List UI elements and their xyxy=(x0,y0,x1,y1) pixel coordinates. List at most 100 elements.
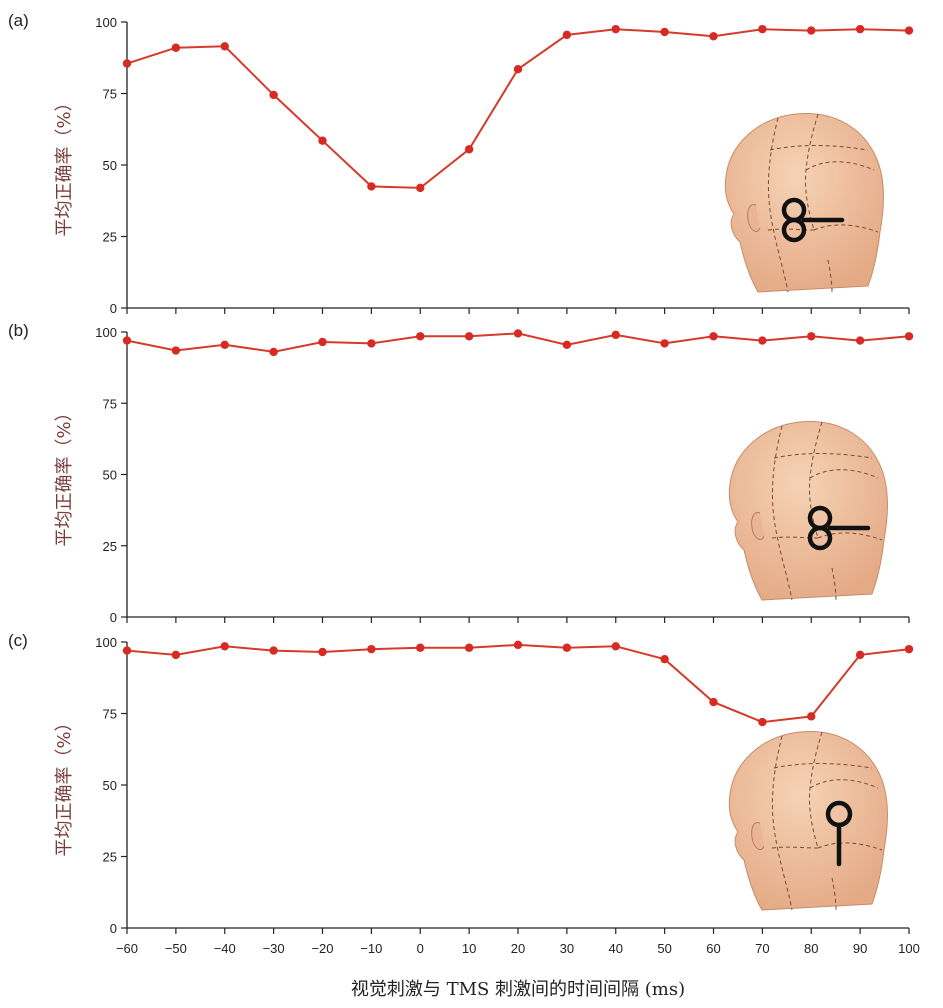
head-coil-illustration xyxy=(728,420,888,601)
panel-c: (c) 平均正确率（%） 0 25 50 75 100 −60 −50 −40 −30 −20 −10 0… xyxy=(8,631,920,956)
x-tick-label: 0 xyxy=(417,941,424,956)
panel-label: (b) xyxy=(8,321,29,340)
y-tick-label: 100 xyxy=(95,15,117,30)
data-point xyxy=(269,90,278,100)
series-line xyxy=(126,643,910,724)
y-axis-title: 平均正确率（%） xyxy=(54,93,75,236)
data-point xyxy=(562,30,572,40)
y-tick-label: 75 xyxy=(103,707,117,722)
data-point xyxy=(807,712,816,721)
x-tick-label: 70 xyxy=(755,941,769,956)
panel-label: (a) xyxy=(8,11,29,30)
data-point xyxy=(758,24,767,34)
data-point xyxy=(269,646,278,655)
y-tick-label: 0 xyxy=(110,301,117,316)
data-point xyxy=(611,642,620,651)
data-point xyxy=(171,43,181,52)
x-tick-label: 50 xyxy=(657,941,671,956)
data-point xyxy=(171,650,181,660)
y-tick-label: 50 xyxy=(103,468,117,483)
x-tick-label: −50 xyxy=(165,941,187,956)
data-point xyxy=(807,332,816,341)
data-point xyxy=(416,183,425,193)
data-point xyxy=(464,332,474,341)
data-point xyxy=(855,336,865,345)
x-tick-label: 90 xyxy=(853,941,867,956)
data-point xyxy=(513,64,523,74)
y-tick-label: 25 xyxy=(103,850,117,865)
data-point xyxy=(904,26,914,35)
data-point xyxy=(709,32,718,41)
y-axis-title: 平均正确率（%） xyxy=(54,403,75,546)
x-tick-label: 60 xyxy=(706,941,720,956)
data-point xyxy=(660,339,669,348)
data-point xyxy=(318,337,327,347)
data-point xyxy=(416,643,425,652)
head-icon xyxy=(728,730,888,911)
data-point xyxy=(855,24,865,34)
y-tick-label: 100 xyxy=(95,635,117,650)
y-tick-label: 0 xyxy=(110,610,117,625)
data-point xyxy=(269,347,278,357)
x-tick-label: −10 xyxy=(360,941,382,956)
data-point xyxy=(220,340,229,350)
coil-loop-bottom-icon xyxy=(781,217,807,243)
data-point xyxy=(855,650,865,660)
coil-loop-bottom-icon xyxy=(807,525,833,551)
data-point xyxy=(464,145,474,154)
data-point xyxy=(660,27,669,37)
data-point xyxy=(416,332,425,341)
data-point xyxy=(562,340,572,350)
x-axis-title: 视觉刺激与 TMS 刺激间的时间间隔 (ms) xyxy=(351,979,685,1000)
head-icon xyxy=(724,112,884,293)
data-point xyxy=(709,697,718,707)
data-point xyxy=(611,330,620,340)
data-point xyxy=(122,646,132,655)
data-point xyxy=(904,332,914,341)
data-point xyxy=(513,640,523,650)
y-tick-label: 0 xyxy=(110,921,117,936)
data-point xyxy=(611,24,620,34)
y-tick-label: 75 xyxy=(103,396,117,411)
y-axis-title: 平均正确率（%） xyxy=(54,713,75,856)
data-point xyxy=(464,643,474,652)
data-point xyxy=(904,644,914,654)
x-tick-label: −30 xyxy=(263,941,285,956)
data-point xyxy=(318,136,327,145)
data-point xyxy=(660,654,669,664)
x-tick-label: −20 xyxy=(311,941,333,956)
y-tick-label: 25 xyxy=(103,539,117,554)
x-tick-label: −40 xyxy=(214,941,236,956)
data-point xyxy=(758,336,767,345)
y-tick-label: 75 xyxy=(103,87,117,102)
data-point xyxy=(122,336,132,345)
data-point xyxy=(807,26,816,35)
head-coil-illustration xyxy=(728,730,888,911)
panel-label: (c) xyxy=(8,631,28,650)
panel-a: (a) 平均正确率（%） 0 25 50 75 100 xyxy=(8,11,914,316)
data-point xyxy=(367,339,376,348)
x-tick-label: −60 xyxy=(116,941,138,956)
y-tick-label: 50 xyxy=(103,158,117,173)
data-point xyxy=(709,332,718,341)
y-tick-label: 25 xyxy=(103,230,117,245)
data-point xyxy=(367,182,376,191)
x-tick-label: 10 xyxy=(462,941,476,956)
data-point xyxy=(758,717,767,727)
x-tick-label: 80 xyxy=(804,941,818,956)
data-point xyxy=(513,329,523,338)
data-point xyxy=(122,59,132,68)
head-coil-illustration xyxy=(724,112,884,293)
data-point xyxy=(367,644,376,654)
data-point xyxy=(171,346,181,355)
x-tick-label: 30 xyxy=(560,941,574,956)
data-point xyxy=(562,643,572,652)
data-point xyxy=(220,642,229,651)
data-point xyxy=(220,42,229,51)
data-point xyxy=(318,647,327,657)
x-tick-label: 40 xyxy=(609,941,623,956)
x-tick-label: 100 xyxy=(898,941,920,956)
y-tick-label: 50 xyxy=(103,778,117,793)
x-tick-label: 20 xyxy=(511,941,525,956)
